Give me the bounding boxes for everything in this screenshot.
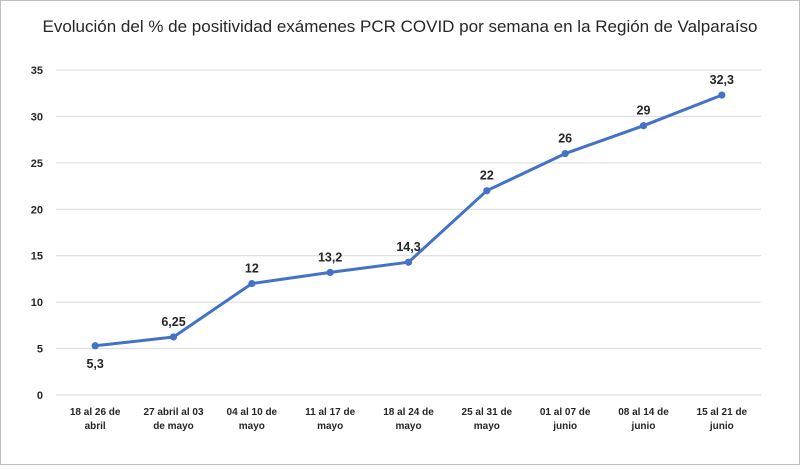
x-tick-label-line: 08 al 14 de xyxy=(618,407,669,418)
data-label: 5,3 xyxy=(86,357,103,371)
y-axis-ticks: 0 5 10 15 20 25 30 35 xyxy=(31,65,43,402)
x-tick-label-line: 01 al 07 de xyxy=(540,407,591,418)
y-tick-label: 5 xyxy=(37,344,43,356)
data-label: 6,25 xyxy=(161,315,185,329)
x-tick-label-line: 18 al 24 de xyxy=(383,407,434,418)
x-tick-label: 01 al 07 de junio xyxy=(540,407,591,432)
data-point xyxy=(404,258,413,266)
data-label: 29 xyxy=(637,104,651,118)
y-tick-label: 25 xyxy=(31,158,43,170)
y-tick-label: 15 xyxy=(31,251,43,263)
data-label: 22 xyxy=(480,169,494,183)
x-tick-label-line: 27 abril al 03 xyxy=(143,407,203,418)
x-tick-label-line: mayo xyxy=(239,421,265,432)
gridlines xyxy=(56,69,761,396)
data-point xyxy=(561,149,569,158)
x-tick-label-line: 18 al 26 de xyxy=(70,407,121,418)
x-tick-label: 27 abril al 03 de mayo xyxy=(143,407,203,432)
x-tick-label-line: abril xyxy=(85,421,106,432)
data-label: 26 xyxy=(558,132,572,146)
data-point xyxy=(326,268,334,277)
x-tick-label: 18 al 24 de mayo xyxy=(383,407,434,432)
data-point xyxy=(718,91,726,99)
x-tick-label-line: de mayo xyxy=(153,421,194,432)
x-tick-label: 11 al 17 de mayo xyxy=(305,407,355,432)
x-axis-ticks: 18 al 26 de abril 27 abril al 03 de mayo 04 … xyxy=(70,407,748,432)
data-point xyxy=(483,187,491,195)
x-tick-label-line: 04 al 10 de xyxy=(227,407,278,418)
data-point xyxy=(248,279,256,288)
y-tick-label: 0 xyxy=(37,390,43,402)
y-tick-label: 35 xyxy=(31,65,43,77)
x-tick-label-line: mayo xyxy=(474,421,500,432)
x-tick-label-line: 11 al 17 de xyxy=(305,407,355,418)
data-label: 12 xyxy=(245,262,259,276)
series-layer xyxy=(91,91,726,350)
y-tick-label: 30 xyxy=(31,111,43,123)
data-label: 14,3 xyxy=(396,240,420,254)
y-tick-label: 20 xyxy=(31,204,43,216)
x-tick-label-line: junio xyxy=(709,421,734,432)
x-tick-label: 08 al 14 de junio xyxy=(618,407,669,432)
x-tick-label-line: 25 al 31 de xyxy=(462,407,513,418)
x-tick-label: 15 al 21 de junio xyxy=(697,407,748,432)
data-label: 13,2 xyxy=(318,250,342,264)
x-tick-label-line: mayo xyxy=(395,421,421,432)
y-tick-label: 10 xyxy=(31,297,43,309)
x-tick-label-line: mayo xyxy=(317,421,343,432)
data-point xyxy=(169,333,178,341)
x-tick-label: 25 al 31 de mayo xyxy=(462,407,513,432)
x-tick-label: 04 al 10 de mayo xyxy=(227,407,278,432)
x-tick-label-line: 15 al 21 de xyxy=(697,407,748,418)
series-line xyxy=(93,93,724,348)
data-point xyxy=(91,342,99,350)
data-labels: 5,3 6,25 12 13,2 14,3 22 26 29 32,3 xyxy=(86,73,734,371)
chart-title: Evolución del % de positividad exámenes … xyxy=(42,17,757,36)
data-label: 32,3 xyxy=(710,73,734,87)
x-tick-label-line: junio xyxy=(631,421,656,432)
data-point xyxy=(639,122,648,130)
x-tick-label: 18 al 26 de abril xyxy=(70,407,121,432)
x-tick-label-line: junio xyxy=(552,421,577,432)
